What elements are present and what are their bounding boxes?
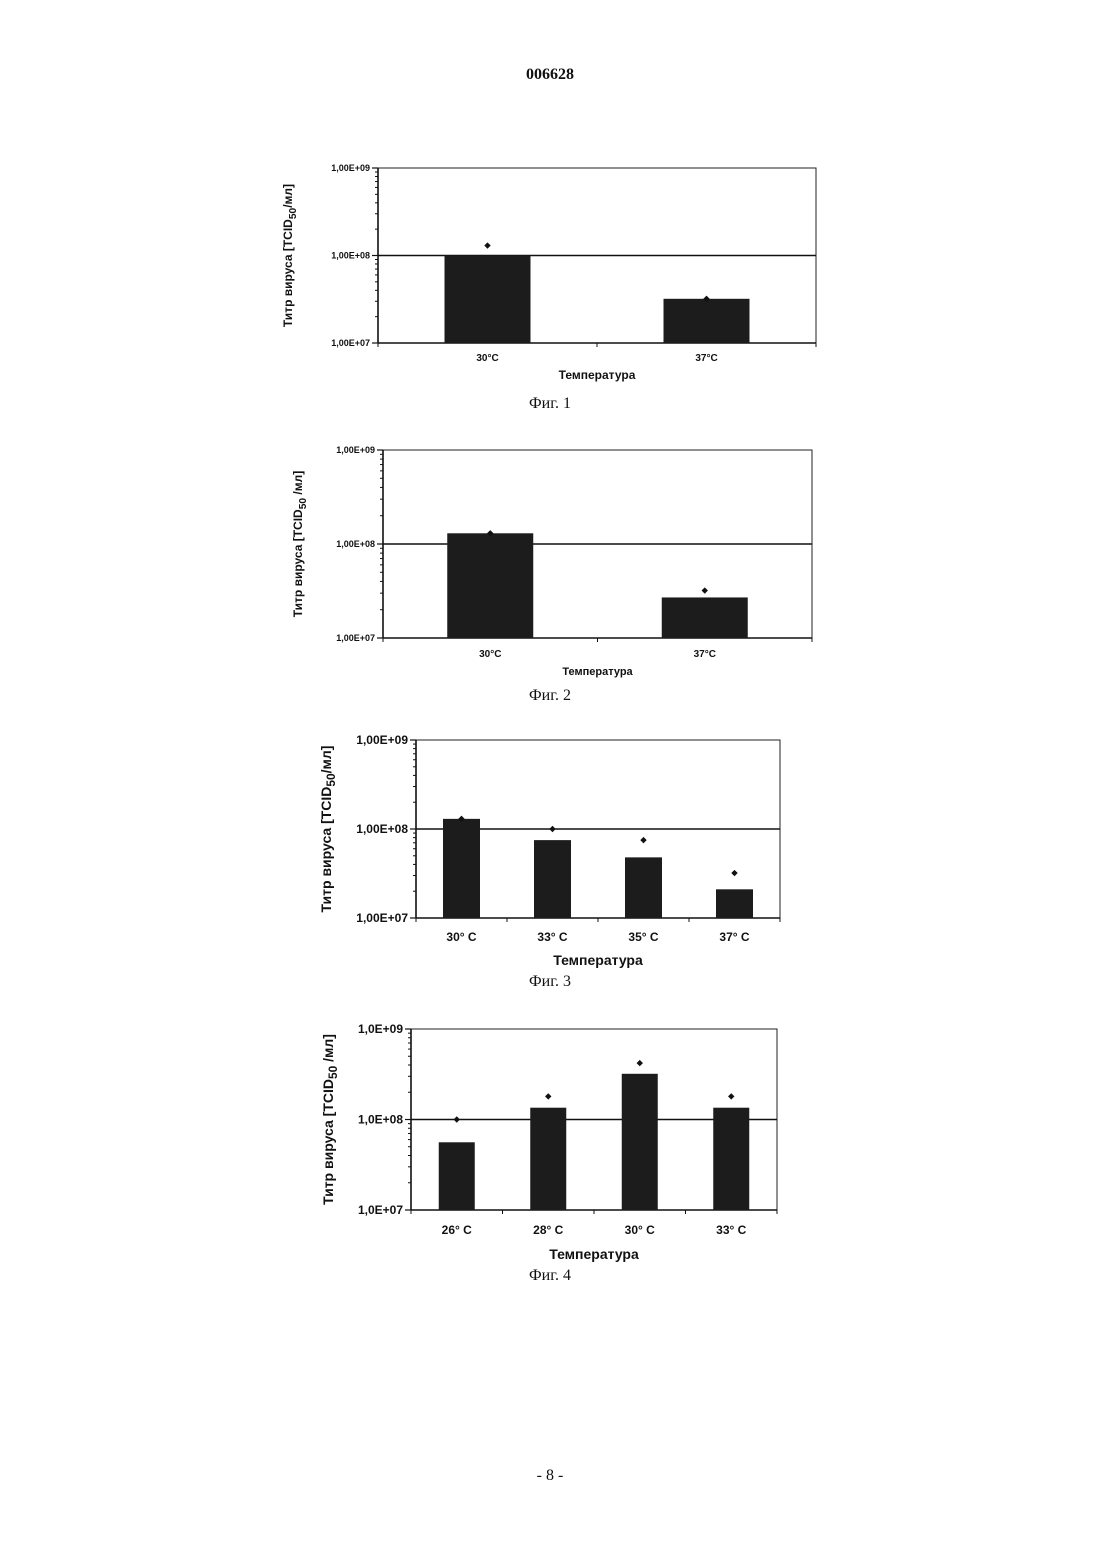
bar [443,819,480,918]
y-tick-label: 1,00E+09 [356,733,408,747]
x-axis-label: Температура [562,666,633,678]
bar [439,1142,475,1210]
data-point [484,242,490,248]
data-point [454,1116,460,1122]
data-point [702,587,708,593]
x-tick-label: 28° C [533,1223,563,1237]
x-tick-label: 30°C [476,353,498,364]
data-point [640,837,646,843]
x-tick-label: 35° C [628,930,658,944]
bar [534,840,571,918]
x-tick-label: 30° C [446,930,476,944]
y-tick-label: 1,0E+07 [358,1203,403,1217]
data-point [731,870,737,876]
x-tick-label: 37° C [719,930,749,944]
bar [662,597,748,638]
bar [713,1108,749,1210]
bar [447,533,533,638]
figure-4-caption: Фиг. 4 [0,1267,1100,1285]
x-tick-label: 33° C [716,1223,746,1237]
x-tick-label: 26° C [442,1223,472,1237]
bar [664,299,750,343]
figure-2-chart: 1,00E+07 1,00E+08 1,00E+09 30°C 37°C Температ… [0,442,1100,682]
x-tick-label: 37°C [694,649,716,660]
figure-3-chart: 1,00E+07 1,00E+08 1,00E+09 30° C 33° C 35° C 3… [0,732,1100,972]
bar [530,1108,566,1210]
x-tick-label: 30° C [625,1223,655,1237]
y-axis-label: Титр вируса [TCID50/мл] [318,746,338,913]
page-number: - 8 - [0,1467,1100,1485]
y-axis-label: Титр вируса [TCID50 /мл] [320,1034,340,1205]
figure-1-chart: 1,00E+07 1,00E+08 1,00E+09 30°C 37°C Температ… [0,160,1100,390]
x-tick-label: 33° C [537,930,567,944]
y-tick-label: 1,00E+08 [356,822,408,836]
data-point [637,1060,643,1066]
bar [622,1074,658,1210]
figure-4-chart: 1,0E+07 1,0E+08 1,0E+09 26° C 28° C 30° C 33° … [0,1020,1100,1268]
y-tick-label: 1,00E+08 [331,251,370,261]
bar [716,889,753,918]
x-axis-label: Температура [559,368,636,382]
y-axis-label: Титр вируса [TCID50/мл] [281,184,299,327]
y-tick-label: 1,00E+08 [336,539,375,549]
x-tick-label: 37°C [695,353,717,364]
x-axis-label: Температура [553,952,643,968]
y-tick-label: 1,0E+09 [358,1022,403,1036]
y-tick-label: 1,00E+07 [331,338,370,348]
figure-1-caption: Фиг. 1 [0,395,1100,413]
data-point [728,1093,734,1099]
bar [625,857,662,918]
figure-2-caption: Фиг. 2 [0,687,1100,705]
y-tick-label: 1,0E+08 [358,1113,403,1127]
y-tick-label: 1,00E+09 [331,163,370,173]
y-tick-label: 1,00E+07 [356,911,408,925]
data-point [549,826,555,832]
figure-3-caption: Фиг. 3 [0,973,1100,991]
x-tick-label: 30°C [479,649,501,660]
y-axis-label: Титр вируса [TCID50 /мл] [291,471,309,617]
x-axis-label: Температура [549,1246,639,1262]
y-tick-label: 1,00E+07 [336,633,375,643]
data-point [545,1093,551,1099]
document-number: 006628 [0,66,1100,84]
bar [445,256,531,344]
y-tick-label: 1,00E+09 [336,445,375,455]
